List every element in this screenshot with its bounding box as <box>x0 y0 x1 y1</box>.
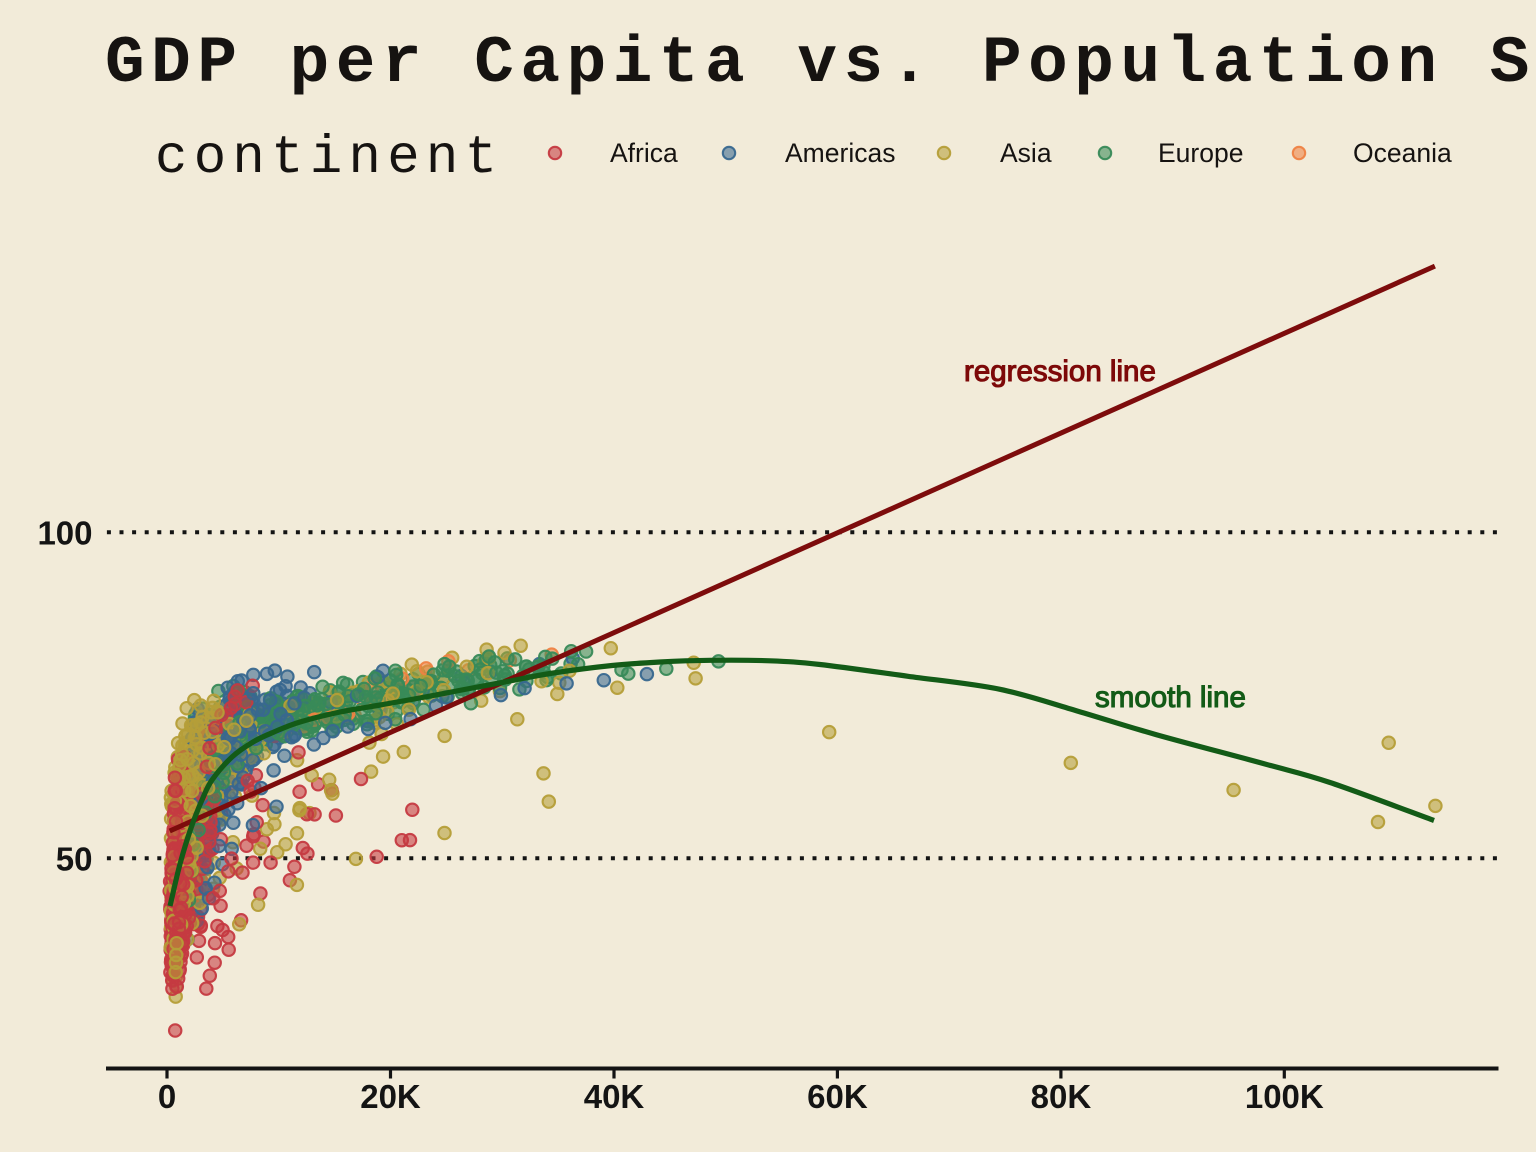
svg-text:Oceania: Oceania <box>1353 138 1452 168</box>
svg-text:regression line: regression line <box>964 355 1156 388</box>
svg-text:100K: 100K <box>1245 1078 1324 1115</box>
svg-text:60K: 60K <box>807 1078 868 1115</box>
svg-text:smooth line: smooth line <box>1095 681 1246 714</box>
svg-text:continent: continent <box>155 128 503 189</box>
svg-text:40K: 40K <box>584 1078 645 1115</box>
svg-text:Americas: Americas <box>785 138 895 168</box>
svg-text:100: 100 <box>37 515 92 552</box>
svg-text:50: 50 <box>56 841 93 878</box>
svg-text:GDP per Capita vs. Population: GDP per Capita vs. Population Size <box>105 26 1536 101</box>
svg-text:Asia: Asia <box>1000 138 1052 168</box>
svg-text:80K: 80K <box>1031 1078 1092 1115</box>
svg-text:20K: 20K <box>360 1078 421 1115</box>
svg-text:0: 0 <box>158 1078 176 1115</box>
svg-text:Europe: Europe <box>1158 138 1243 168</box>
svg-text:Africa: Africa <box>610 138 678 168</box>
